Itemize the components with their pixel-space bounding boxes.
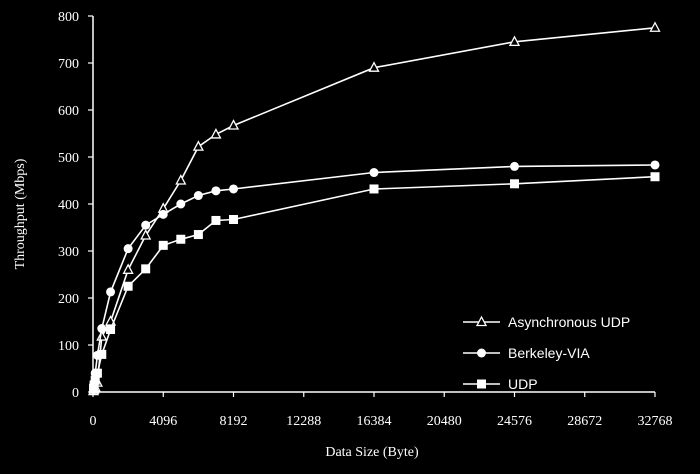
x-axis-title: Data Size (Byte): [325, 445, 419, 460]
y-tick-label: 400: [58, 198, 79, 213]
y-tick-label: 200: [58, 292, 79, 307]
y-tick-label: 600: [58, 104, 79, 119]
data-point-circle: [510, 161, 519, 171]
data-point-circle: [158, 209, 168, 219]
data-point-circle: [369, 168, 379, 178]
data-point-square: [229, 215, 238, 225]
legend-square-marker: [477, 379, 486, 389]
data-point-square: [510, 179, 519, 189]
x-tick-label: 20480: [427, 414, 462, 429]
data-point-circle: [229, 184, 238, 194]
data-point-circle: [141, 220, 151, 230]
x-tick-label: 24576: [497, 414, 532, 429]
x-tick-label: 4096: [149, 414, 177, 429]
data-point-circle: [211, 186, 221, 196]
series-layer: [87, 21, 661, 396]
data-point-circle: [97, 324, 107, 334]
data-point-triangle: [175, 174, 187, 185]
data-point-triangle: [140, 229, 152, 240]
data-point-circle: [106, 287, 116, 297]
legend-label: Asynchronous UDP: [508, 314, 630, 330]
data-point-triangle: [508, 35, 521, 46]
legend-label: UDP: [508, 376, 538, 392]
legend-label: Berkeley-VIA: [508, 345, 590, 361]
y-tick-labels: 0 100 200 300 400 500 600 700 800: [58, 10, 79, 401]
data-point-circle: [650, 160, 660, 170]
data-point-square: [176, 234, 186, 244]
y-tick-label: 100: [58, 339, 79, 354]
x-tick-label: 32768: [638, 414, 673, 429]
data-point-square: [97, 349, 107, 359]
data-point-square: [650, 172, 660, 182]
y-tick-label: 300: [58, 245, 79, 260]
y-tick-label: 500: [58, 151, 79, 166]
y-axis-title: Throughput (Mbps): [13, 158, 28, 269]
series-circle: [89, 160, 660, 395]
data-point-square: [106, 324, 116, 334]
data-point-triangle: [210, 128, 222, 139]
data-point-square: [89, 380, 99, 390]
data-point-square: [193, 230, 203, 240]
y-tick-label: 700: [58, 57, 79, 72]
data-point-triangle: [122, 263, 134, 274]
legend-entry: UDP: [463, 376, 538, 392]
data-point-square: [123, 281, 133, 291]
data-point-square: [141, 264, 151, 274]
x-tick-label: 16384: [357, 414, 392, 429]
data-point-triangle: [649, 21, 661, 32]
data-point-square: [92, 368, 102, 378]
y-tick-label: 800: [58, 10, 79, 25]
legend-entry: Berkeley-VIA: [463, 345, 590, 361]
series-square: [89, 172, 660, 393]
data-point-circle: [123, 244, 133, 254]
y-tick-label: 0: [72, 386, 79, 401]
data-point-square: [90, 375, 100, 385]
legend-circle-marker: [477, 348, 486, 358]
x-tick-label: 8192: [220, 414, 248, 429]
legend-entry: Asynchronous UDP: [463, 314, 630, 330]
data-point-square: [158, 240, 168, 250]
data-point-triangle: [192, 140, 204, 151]
data-point-circle: [176, 199, 186, 209]
legend: Asynchronous UDP Berkeley-VIA UDP: [463, 314, 630, 392]
data-point-square: [369, 184, 379, 194]
x-tick-labels: 0 4096 8192 12288 16384 20480 24576 28672 32768: [90, 414, 673, 429]
series-line: [92, 164, 656, 390]
data-point-triangle: [368, 61, 380, 72]
data-point-circle: [193, 191, 203, 201]
legend-triangle-marker: [475, 315, 488, 327]
x-tick-label: 12288: [286, 414, 321, 429]
data-point-square: [211, 215, 221, 225]
x-tick-label: 28672: [567, 414, 602, 429]
data-point-triangle: [227, 119, 240, 130]
x-tick-label: 0: [90, 414, 97, 429]
